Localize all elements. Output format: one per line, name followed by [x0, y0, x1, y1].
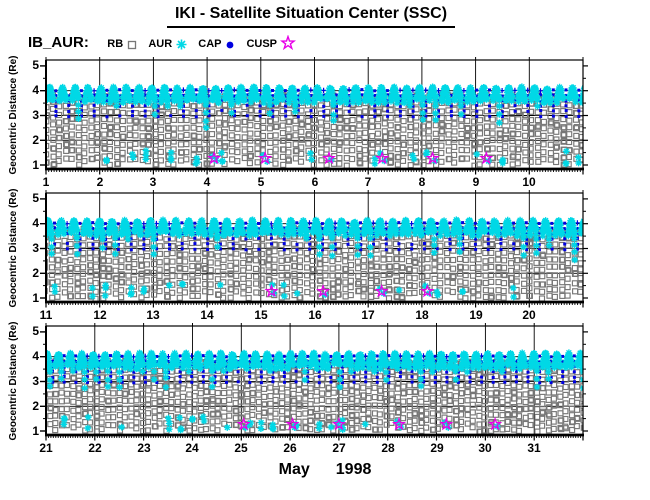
x-tick-label: 10 [522, 175, 536, 189]
x-tick-label: 11 [39, 308, 53, 322]
x-tick-label: 18 [415, 308, 429, 322]
y-tick-label: 1 [32, 158, 39, 172]
page-title: IKI - Satellite Situation Center (SSC) [0, 5, 622, 28]
legend-entry-cusp: CUSP [246, 34, 299, 51]
dataset-label: IB_AUR: [28, 34, 89, 51]
panel-1-markers [46, 82, 583, 168]
x-tick-label: 25 [234, 441, 248, 455]
x-tick-label: 14 [200, 308, 214, 322]
x-tick-label: 28 [381, 441, 395, 455]
x-tick-label: 2 [96, 175, 104, 189]
open-square-icon [128, 40, 137, 50]
y-tick-label: 4 [32, 349, 39, 363]
panel-2-markers [46, 215, 583, 301]
x-tick-label: 26 [283, 441, 297, 455]
legend-label-aur: AUR [148, 38, 173, 50]
x-tick-label: 3 [149, 175, 157, 189]
x-tick-label: 12 [93, 308, 107, 322]
x-tick-label: 8 [418, 175, 426, 189]
open-star-icon [279, 34, 297, 51]
x-tick-label: 1 [42, 175, 50, 189]
y-tick-label: 3 [32, 241, 39, 255]
legend-label-cusp: CUSP [246, 38, 277, 50]
legend-entry-rb: RB [107, 38, 145, 50]
x-tick-label: 27 [332, 441, 346, 455]
legend-entry-cap: CAP [198, 38, 243, 50]
x-tick-label: 24 [185, 441, 199, 455]
y-tick-label: 3 [32, 374, 39, 388]
panel-3-markers [46, 348, 583, 434]
x-tick-label: 19 [469, 308, 483, 322]
x-tick-label: 6 [311, 175, 319, 189]
y-tick-label: 5 [32, 324, 39, 338]
x-axis-title: May 1998 [0, 461, 650, 479]
y-tick-label: 5 [32, 191, 39, 205]
y-tick-label: 2 [32, 399, 39, 413]
x-tick-label: 22 [88, 441, 102, 455]
legend-label-cap: CAP [198, 38, 222, 50]
x-tick-label: 9 [472, 175, 480, 189]
x-tick-label: 7 [364, 175, 372, 189]
x-tick-label: 29 [430, 441, 444, 455]
legend-label-rb: RB [107, 38, 124, 50]
asterisk-icon [176, 39, 187, 50]
y-tick-label: 1 [32, 291, 39, 305]
y-tick-label: 2 [32, 266, 39, 280]
x-tick-label: 15 [254, 308, 268, 322]
y-tick-label: 2 [32, 133, 39, 147]
x-tick-label: 4 [203, 175, 211, 189]
year-label: 1998 [335, 461, 372, 478]
x-tick-label: 21 [39, 441, 53, 455]
y-tick-label: 1 [32, 424, 39, 438]
y-tick-label: 5 [32, 58, 39, 72]
x-tick-label: 17 [361, 308, 375, 322]
x-tick-label: 23 [137, 441, 151, 455]
x-tick-label: 20 [522, 308, 536, 322]
x-tick-label: 31 [527, 441, 541, 455]
page-title-text: IKI - Satellite Situation Center (SSC) [166, 5, 456, 28]
x-tick-label: 30 [478, 441, 492, 455]
x-tick-label: 5 [257, 175, 265, 189]
y-tick-label: 4 [32, 216, 39, 230]
legend-entry-aur: AUR [148, 38, 195, 50]
legend: IB_AUR: RB AUR CAP CUSP [28, 31, 303, 51]
x-tick-label: 16 [308, 308, 322, 322]
y-tick-label: 4 [32, 83, 39, 97]
y-tick-label: 3 [32, 108, 39, 122]
filled-circle-icon [226, 41, 234, 49]
x-tick-label: 13 [146, 308, 160, 322]
month-label: May [278, 461, 310, 478]
